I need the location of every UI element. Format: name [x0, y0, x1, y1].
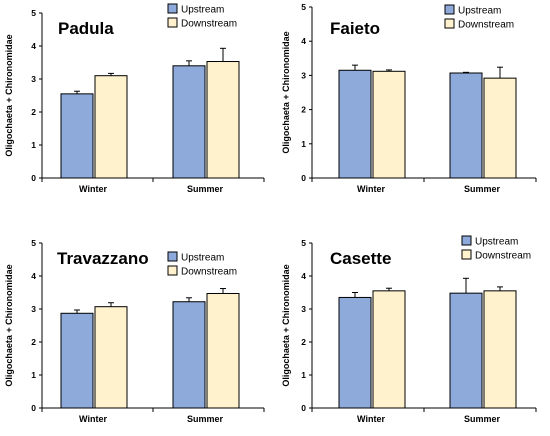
bar-upstream-summer	[172, 301, 206, 409]
bar-downstream-summer	[483, 290, 517, 409]
bar-downstream-summer	[206, 61, 240, 179]
y-axis-label: Oligochaeta + Chironomidae	[4, 34, 14, 156]
legend-swatch-downstream	[167, 17, 178, 28]
bar-downstream-winter	[372, 290, 406, 409]
y-tick-label: 1	[301, 370, 306, 380]
chart-title: Padula	[58, 19, 114, 38]
bar-downstream-winter	[94, 306, 128, 409]
x-tick-label: Summer	[187, 184, 224, 194]
y-tick-label: 2	[301, 337, 306, 347]
legend-label-downstream: Downstream	[475, 251, 531, 262]
y-tick-label: 5	[31, 8, 36, 18]
y-tick-label: 0	[31, 173, 36, 183]
legend-label-upstream: Upstream	[475, 237, 518, 248]
bar-upstream-summer	[449, 72, 483, 179]
legend-label-upstream: Upstream	[458, 6, 501, 17]
y-tick-label: 4	[301, 271, 306, 281]
y-tick-label: 2	[31, 337, 36, 347]
legend-swatch-upstream	[167, 251, 178, 262]
bar-upstream-winter	[338, 296, 372, 409]
y-tick-label: 5	[301, 238, 306, 248]
bar-upstream-winter	[338, 69, 372, 179]
y-tick-label: 4	[31, 271, 36, 281]
x-tick-label: Winter	[357, 184, 385, 194]
x-tick-label: Winter	[357, 414, 385, 424]
y-axis-label: Oligochaeta + Chironomidae	[4, 264, 14, 386]
y-tick-label: 1	[31, 370, 36, 380]
chart-panel-2: 0 1 2 3 4 5 Winter Summer Travazzano Oligochaeta …	[4, 238, 265, 424]
y-tick-label: 5	[301, 2, 306, 12]
legend-swatch-downstream	[167, 265, 178, 276]
legend-swatch-upstream	[444, 4, 455, 15]
y-tick-label: 1	[31, 140, 36, 150]
bar-downstream-winter	[94, 75, 128, 179]
x-tick-label: Winter	[79, 184, 107, 194]
y-tick-label: 3	[31, 304, 36, 314]
chart-title: Travazzano	[57, 249, 149, 268]
bar-downstream-winter	[372, 70, 406, 179]
y-tick-label: 0	[31, 403, 36, 413]
chart-panel-1: 0 1 2 3 4 5 Winter Summer Faieto Oligochaeta + Ch…	[281, 2, 537, 194]
chart-panel-0: 0 1 2 3 4 5 Winter Summer Padula Oligochaeta + Ch…	[4, 3, 265, 194]
legend-label-upstream: Upstream	[181, 5, 224, 16]
legend-label-downstream: Downstream	[181, 267, 237, 278]
y-tick-label: 2	[31, 107, 36, 117]
legend-swatch-downstream	[461, 249, 472, 260]
chart-title: Faieto	[330, 19, 380, 38]
chart-panel-3: 0 1 2 3 4 5 Winter Summer Casette Oligochaeta + C…	[281, 235, 537, 424]
y-tick-label: 4	[31, 41, 36, 51]
y-tick-label: 3	[31, 74, 36, 84]
legend-label-downstream: Downstream	[458, 20, 514, 31]
y-tick-label: 0	[301, 403, 306, 413]
y-tick-label: 0	[301, 173, 306, 183]
y-tick-label: 3	[301, 70, 306, 80]
chart-title: Casette	[330, 249, 391, 268]
y-tick-label: 3	[301, 304, 306, 314]
y-tick-label: 4	[301, 36, 306, 46]
x-tick-label: Summer	[464, 414, 501, 424]
y-tick-label: 2	[301, 105, 306, 115]
legend-swatch-upstream	[167, 3, 178, 14]
y-tick-label: 1	[301, 139, 306, 149]
bar-upstream-summer	[449, 292, 483, 409]
legend-label-downstream: Downstream	[181, 19, 237, 30]
x-tick-label: Winter	[79, 414, 107, 424]
y-axis-label: Oligochaeta + Chironomidae	[281, 31, 291, 153]
legend-swatch-downstream	[444, 18, 455, 29]
bar-downstream-summer	[483, 77, 517, 179]
bar-upstream-winter	[60, 312, 94, 409]
x-tick-label: Summer	[187, 414, 224, 424]
legend-label-upstream: Upstream	[181, 253, 224, 264]
bar-upstream-winter	[60, 93, 94, 179]
bar-downstream-summer	[206, 292, 240, 409]
y-tick-label: 5	[31, 238, 36, 248]
x-tick-label: Summer	[464, 184, 501, 194]
legend-swatch-upstream	[461, 235, 472, 246]
bar-upstream-summer	[172, 65, 206, 179]
y-axis-label: Oligochaeta + Chironomidae	[281, 264, 291, 386]
